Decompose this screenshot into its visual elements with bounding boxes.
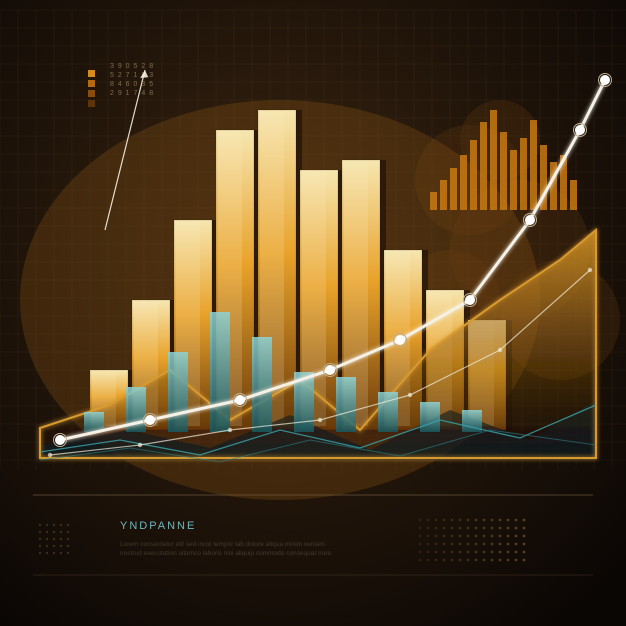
line-white-main-marker (575, 125, 585, 135)
line-white-main-marker (525, 215, 535, 225)
line-white-main-marker (145, 415, 155, 425)
line-white-thin-marker (588, 268, 592, 272)
line-white-main-marker (55, 435, 65, 445)
footer-title: YNDPANNE (120, 520, 196, 532)
line-white-thin-marker (228, 428, 232, 432)
line-white-thin-marker (48, 453, 52, 457)
chart-stage: 3 9 0 5 2 85 2 7 1 9 38 4 6 0 3 52 9 1 7… (0, 0, 626, 626)
chart-svg: 3 9 0 5 2 85 2 7 1 9 38 4 6 0 3 52 9 1 7… (0, 0, 626, 626)
line-white-thin-marker (318, 418, 322, 422)
line-white-main-marker (465, 295, 475, 305)
line-white-main-marker (600, 75, 610, 85)
footer-body: Lorem consectetur elit sed incid tempor … (120, 540, 340, 558)
line-white-main-marker (325, 365, 335, 375)
line-white-main-marker (395, 335, 405, 345)
line-white-main-marker (235, 395, 245, 405)
line-white-thin-marker (138, 443, 142, 447)
line-white-thin-marker (498, 348, 502, 352)
line-white-thin-marker (408, 393, 412, 397)
